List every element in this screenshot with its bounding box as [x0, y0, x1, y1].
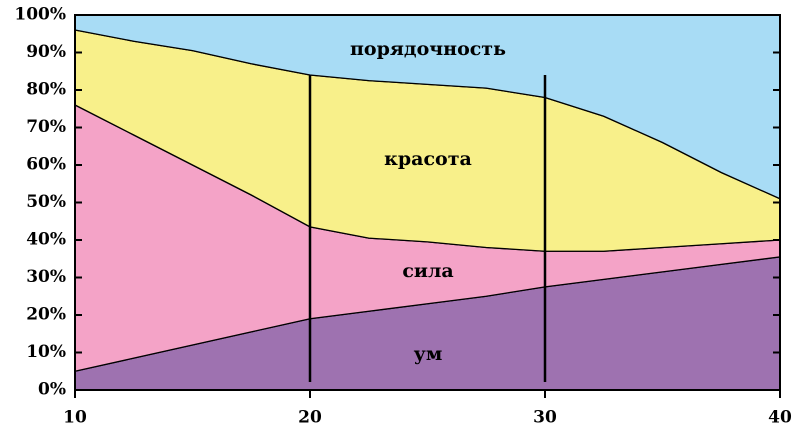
y-tick-label: 80% — [26, 80, 66, 100]
y-tick-label: 50% — [26, 192, 66, 212]
x-tick-label: 20 — [298, 408, 322, 428]
series-label: сила — [402, 260, 453, 282]
y-tick-label: 20% — [26, 305, 66, 325]
y-tick-label: 30% — [26, 267, 66, 287]
y-tick-label: 40% — [26, 230, 66, 250]
x-tick-label: 30 — [533, 408, 557, 428]
x-tick-label: 40 — [768, 408, 792, 428]
x-tick-label: 10 — [63, 408, 87, 428]
series-label: красота — [384, 148, 472, 170]
y-tick-label: 60% — [26, 155, 66, 175]
y-tick-label: 100% — [14, 5, 66, 25]
series-label: ум — [414, 343, 443, 365]
y-tick-label: 70% — [26, 117, 66, 137]
y-tick-label: 10% — [26, 342, 66, 362]
y-tick-label: 0% — [38, 380, 66, 400]
series-label: порядочность — [350, 38, 506, 60]
y-tick-label: 90% — [26, 42, 66, 62]
